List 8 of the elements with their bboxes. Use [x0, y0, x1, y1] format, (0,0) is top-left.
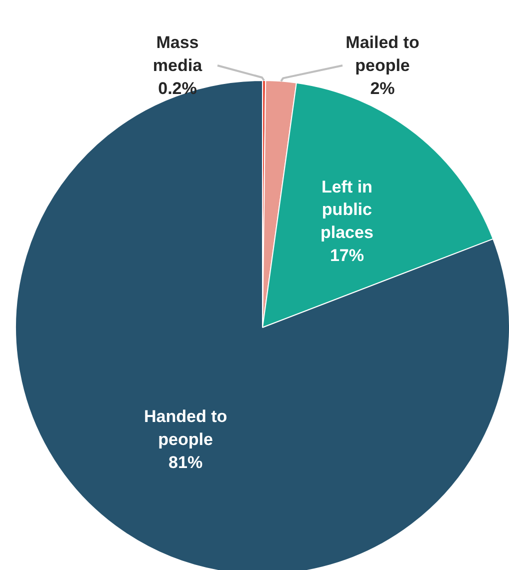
slice-label: Left in public places: [320, 177, 374, 242]
data-label: 0.2%: [158, 78, 197, 98]
slice-label: Mailed to people: [346, 33, 420, 75]
data-label: 81%: [168, 452, 203, 472]
slice-label: Mass media: [152, 33, 203, 75]
slice-label: Handed to people: [144, 407, 228, 449]
data-label: 17%: [330, 246, 364, 265]
data-label: 2%: [370, 78, 395, 98]
